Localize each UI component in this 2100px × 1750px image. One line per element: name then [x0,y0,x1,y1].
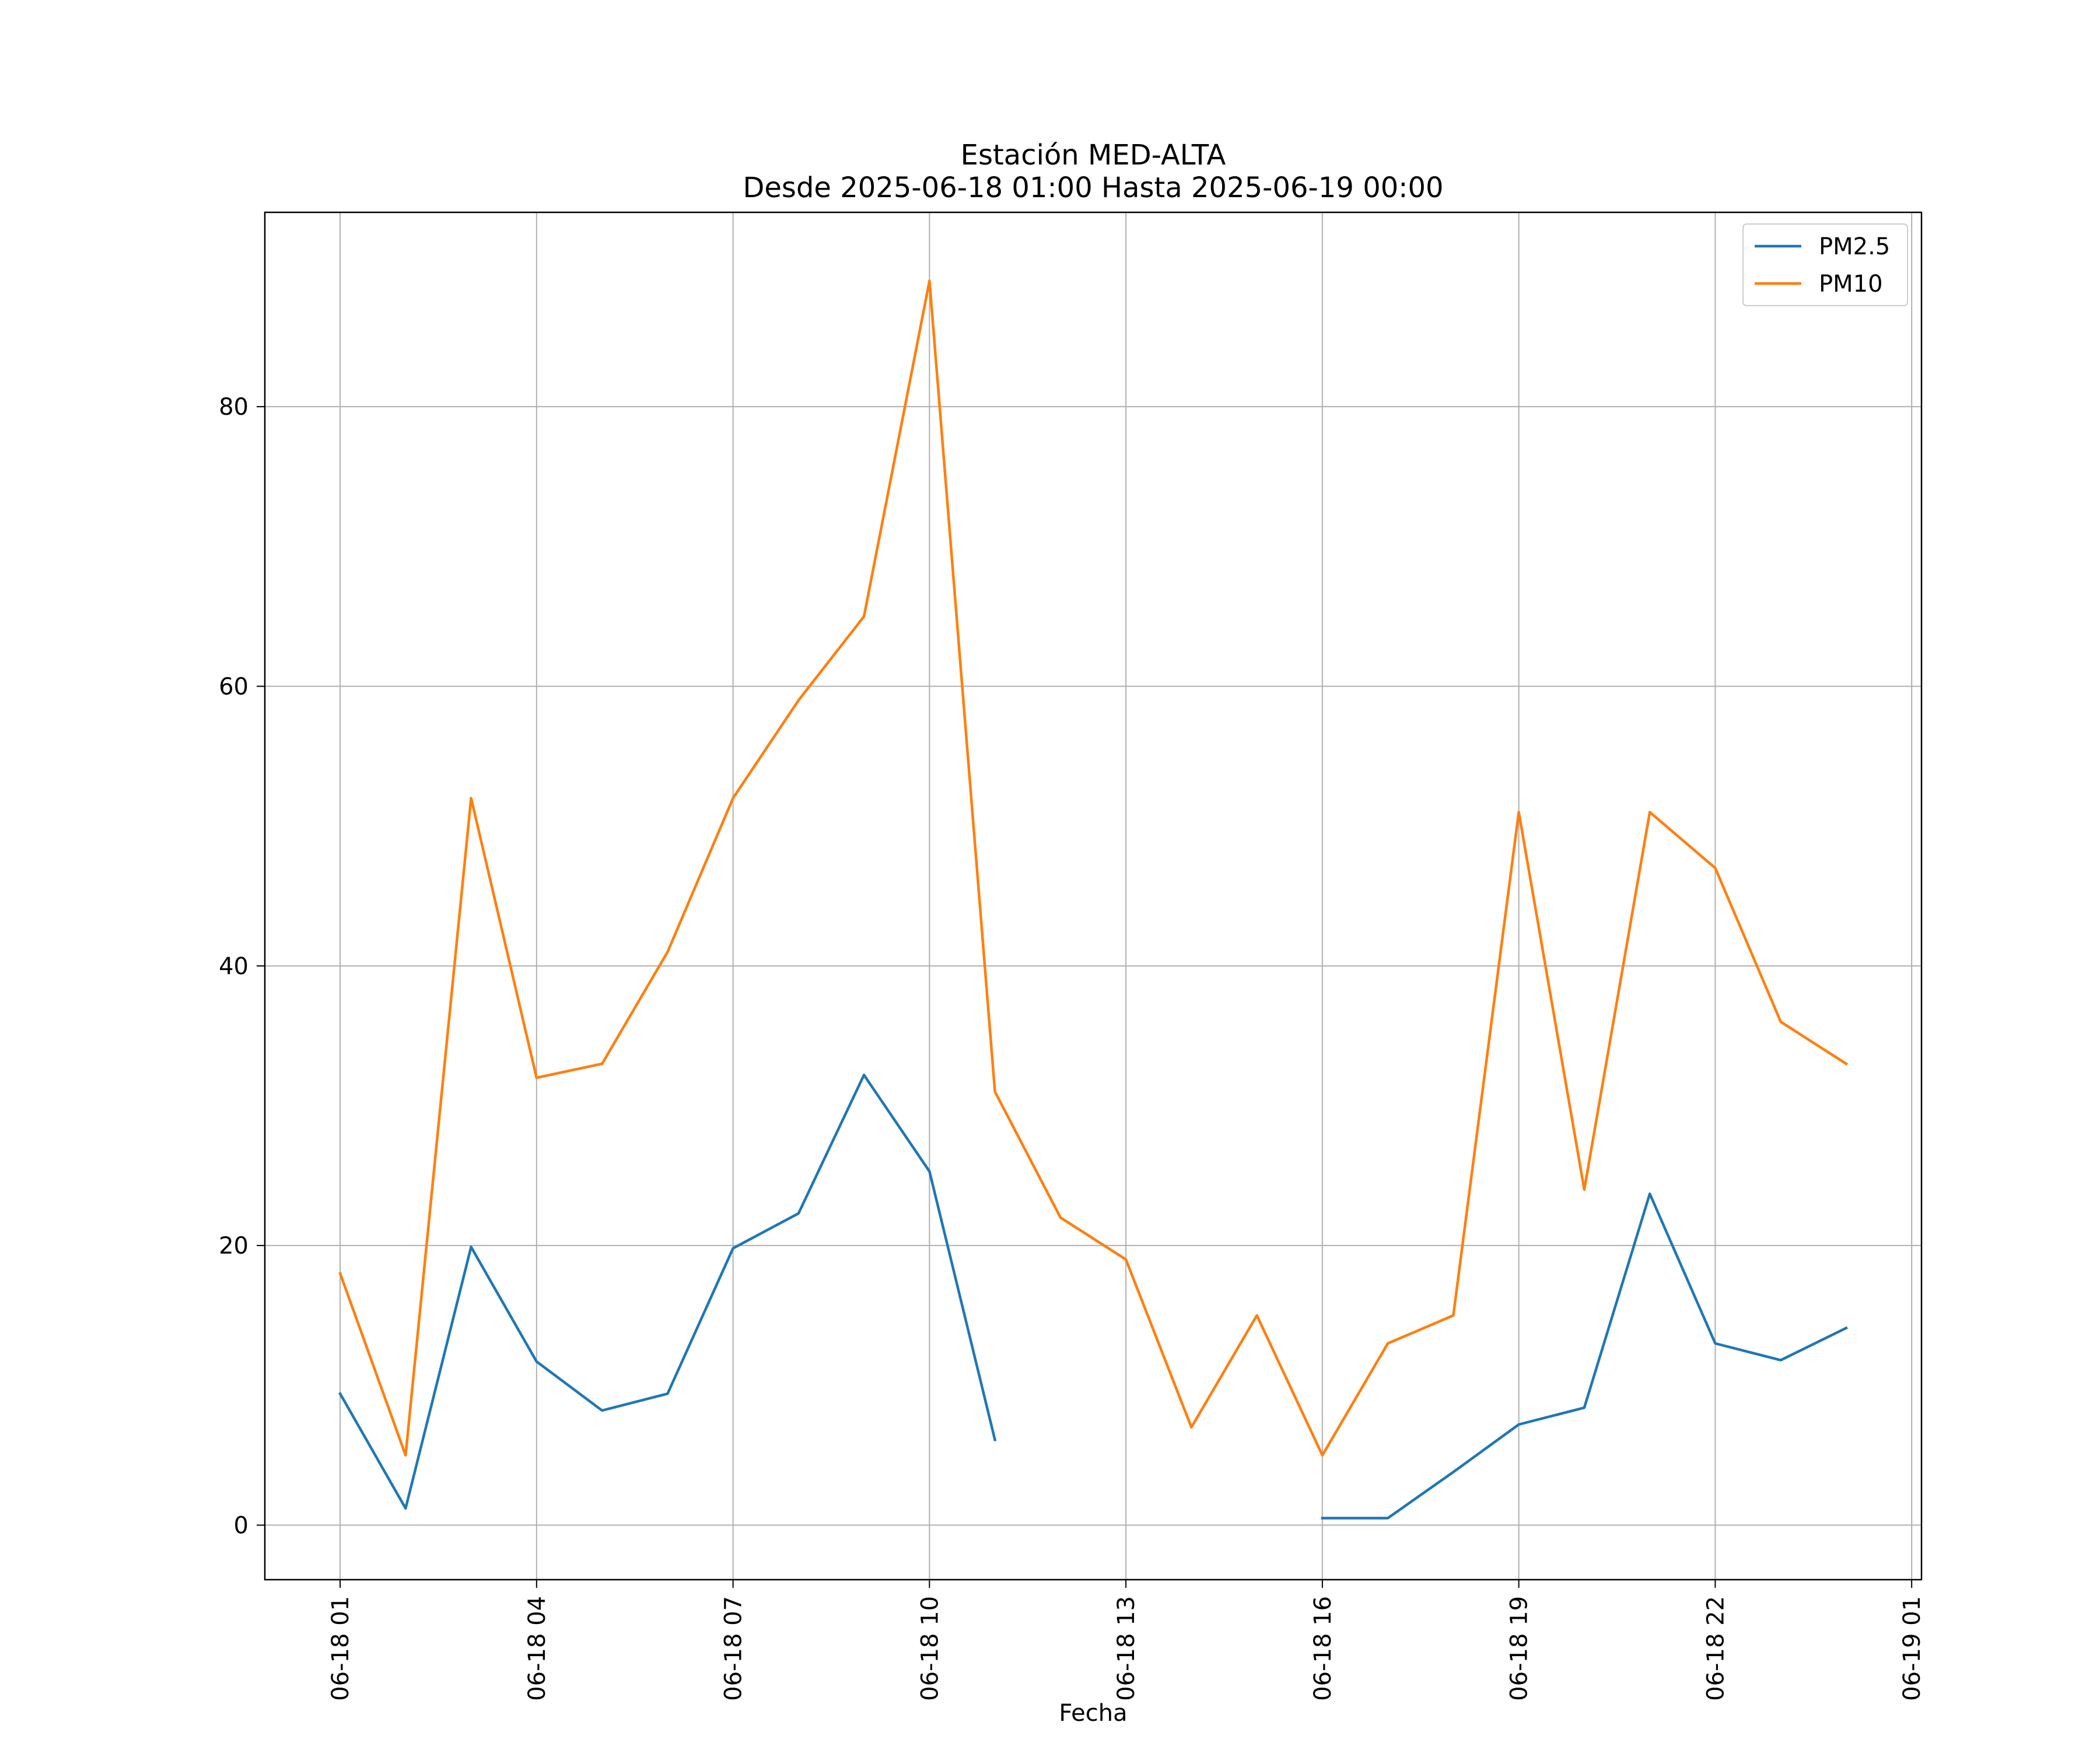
y-tick-label: 80 [219,394,249,421]
x-tick-label: 06-18 10 [916,1596,943,1701]
x-tick-label: 06-18 19 [1506,1596,1533,1701]
series-pm10 [338,279,1849,1457]
legend: PM2.5 PM10 [1742,223,1908,306]
chart-title: Estación MED-ALTA [961,139,1226,172]
legend-label: PM2.5 [1819,233,1890,260]
x-tick-label: 06-18 22 [1702,1596,1729,1701]
series-layer [338,279,1849,1520]
x-tick-label: 06-18 07 [720,1596,747,1701]
x-tick-label: 06-18 13 [1113,1596,1140,1701]
series-line [338,279,1849,1457]
x-axis: 06-18 01 06-18 04 06-18 07 06-18 10 06-18 13… [327,1580,1926,1701]
y-tick-label: 40 [219,953,249,980]
y-axis: 0 20 40 60 80 [219,394,265,1539]
x-axis-label: Fecha [1059,1700,1127,1727]
x-tick-label: 06-18 04 [524,1596,551,1701]
series-pm25 [338,1073,1848,1520]
x-tick-label: 06-19 01 [1899,1596,1926,1701]
plot-frame [264,211,1923,1581]
y-tick-label: 0 [234,1513,249,1539]
legend-label: PM10 [1819,271,1883,298]
chart-subtitle: Desde 2025-06-18 01:00 Hasta 2025-06-19 … [743,172,1443,204]
grid [265,212,1922,1580]
series-line [338,1073,1848,1520]
legend-box [1742,223,1908,306]
x-tick-label: 06-18 01 [327,1596,354,1701]
y-tick-label: 60 [219,673,249,700]
x-tick-label: 06-18 16 [1310,1596,1336,1701]
y-tick-label: 20 [219,1233,249,1259]
